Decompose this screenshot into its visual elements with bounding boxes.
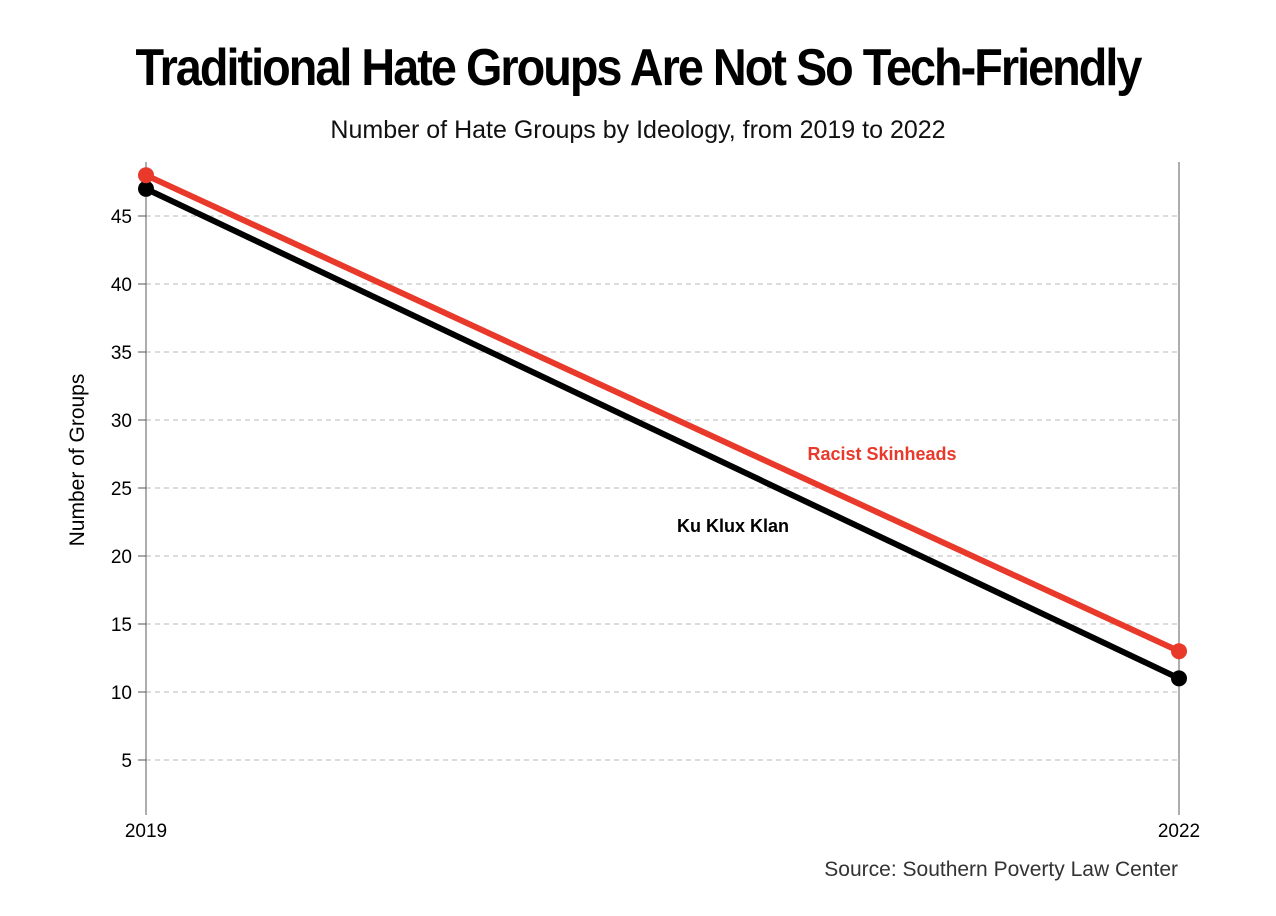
point-1-2019 (138, 167, 154, 184)
series-lines (138, 167, 1187, 687)
series-line-0 (143, 185, 1182, 682)
point-1-2022 (1171, 643, 1187, 660)
y-tick-labels: 5 10 15 20 25 30 35 40 45 (111, 207, 146, 772)
y-tick-label-35: 35 (111, 343, 132, 364)
point-0-2019 (138, 180, 154, 197)
y-axis-label: Number of Groups (66, 374, 89, 547)
point-0-2022 (1171, 670, 1187, 687)
gridlines (146, 215, 1179, 761)
y-tick-label-20: 20 (111, 547, 132, 568)
chart-title: Traditional Hate Groups Are Not So Tech-… (135, 39, 1143, 97)
series-labels: Ku Klux Klan Racist Skinheads (677, 444, 957, 536)
y-tick-label-10: 10 (111, 683, 132, 704)
source-note: Source: Southern Poverty Law Center (824, 858, 1178, 881)
chart-subtitle: Number of Hate Groups by Ideology, from … (330, 116, 946, 144)
y-tick-label-40: 40 (111, 275, 132, 296)
x-tick-labels: 2019 2022 (125, 821, 1200, 842)
y-tick-label-25: 25 (111, 479, 132, 500)
series-label-0: Ku Klux Klan (677, 516, 789, 536)
y-tick-label-30: 30 (111, 411, 132, 432)
series-line-1 (143, 172, 1182, 655)
x-tick-label-2022: 2022 (1158, 821, 1200, 842)
x-tick-label-2019: 2019 (125, 821, 167, 842)
y-tick-label-5: 5 (121, 751, 132, 772)
y-tick-label-15: 15 (111, 615, 132, 636)
series-label-1: Racist Skinheads (807, 444, 956, 464)
y-tick-label-45: 45 (111, 207, 132, 228)
